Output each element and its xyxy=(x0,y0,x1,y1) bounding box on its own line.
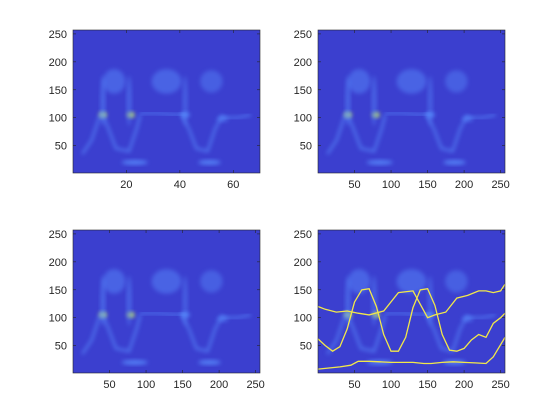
heatmap-blob xyxy=(121,160,148,165)
y-tick-label: 50 xyxy=(300,141,312,153)
y-tick-label: 250 xyxy=(294,29,312,41)
x-tick-label: 50 xyxy=(103,379,115,391)
heatmap-blob xyxy=(443,160,466,165)
heatmap-blob xyxy=(126,75,132,127)
heatmap-curve xyxy=(385,112,431,117)
x-tick-label: 200 xyxy=(455,379,473,391)
heatmap-curve xyxy=(425,114,469,153)
heatmap-blob xyxy=(347,69,371,94)
x-tick-label: 200 xyxy=(455,179,473,191)
heatmap-curve xyxy=(326,110,349,155)
x-tick-label: 60 xyxy=(227,179,239,191)
axes-top-left: 20 40 60 50 100 150 200 250 xyxy=(49,29,261,191)
overlay-line-1 xyxy=(318,336,505,370)
y-tick-label: 50 xyxy=(55,341,67,353)
heatmap-curve xyxy=(180,314,224,353)
y-tick-label: 150 xyxy=(294,85,312,97)
heatmap-curve xyxy=(425,314,469,353)
heatmap-blob xyxy=(102,269,126,294)
axes-bottom-left: 50 100 150 200 250 50 100 150 200 250 xyxy=(49,229,265,391)
y-tick-label: 150 xyxy=(49,85,67,97)
x-tick-label: 40 xyxy=(174,179,186,191)
y-tick-label: 100 xyxy=(294,113,312,125)
y-tick-label: 100 xyxy=(294,313,312,325)
heatmap-content xyxy=(318,269,505,370)
y-tick-label: 250 xyxy=(294,229,312,241)
heatmap-blob xyxy=(198,160,221,165)
axes-bottom-right: 50 100 150 200 250 50 100 150 200 250 xyxy=(294,229,510,391)
y-tick-label: 250 xyxy=(49,29,67,41)
heatmap-curve xyxy=(346,114,387,153)
heatmap-curve xyxy=(222,113,251,119)
y-tick-label: 150 xyxy=(49,285,67,297)
y-tick-label: 200 xyxy=(49,257,67,269)
heatmap-blob xyxy=(366,160,393,165)
heatmap-curve xyxy=(467,113,496,119)
x-tick-label: 250 xyxy=(491,179,509,191)
overlay-line-3 xyxy=(318,283,505,319)
heatmap-blob xyxy=(200,270,223,293)
x-tick-label: 200 xyxy=(210,379,228,391)
heatmap-curve xyxy=(140,312,186,317)
heatmap-curve xyxy=(222,313,251,319)
heatmap-blob xyxy=(445,270,468,293)
heatmap-blob xyxy=(151,69,182,94)
heatmap-blob xyxy=(121,360,148,365)
heatmap-curve xyxy=(467,313,496,319)
axes-box xyxy=(72,229,261,374)
y-tick-label: 200 xyxy=(49,57,67,69)
heatmap-blob xyxy=(445,70,468,93)
x-tick-label: 250 xyxy=(246,379,264,391)
heatmap-content xyxy=(326,69,496,165)
heatmap-blob xyxy=(371,75,377,127)
overlay-line-2 xyxy=(318,287,505,352)
x-tick-label: 50 xyxy=(348,179,360,191)
axes-box xyxy=(72,29,261,174)
y-tick-label: 150 xyxy=(294,285,312,297)
x-tick-label: 100 xyxy=(382,379,400,391)
x-tick-label: 150 xyxy=(418,379,436,391)
y-tick-label: 200 xyxy=(294,257,312,269)
axes-box xyxy=(317,29,506,174)
y-tick-label: 100 xyxy=(49,313,67,325)
axes-top-right: 50 100 150 200 250 50 100 150 200 250 xyxy=(294,29,510,191)
y-tick-label: 50 xyxy=(300,341,312,353)
x-tick-label: 50 xyxy=(348,379,360,391)
heatmap-blob xyxy=(198,360,221,365)
heatmap-blob xyxy=(347,269,371,294)
y-tick-label: 250 xyxy=(49,229,67,241)
heatmap-curve xyxy=(140,112,186,117)
y-tick-label: 200 xyxy=(294,57,312,69)
x-tick-label: 250 xyxy=(491,379,509,391)
heatmap-curve xyxy=(81,110,104,155)
y-tick-label: 50 xyxy=(55,141,67,153)
heatmap-content xyxy=(81,269,251,365)
axes-box xyxy=(317,229,506,374)
heatmap-content xyxy=(81,69,251,165)
x-tick-label: 100 xyxy=(137,379,155,391)
x-tick-label: 150 xyxy=(173,379,191,391)
heatmap-blob xyxy=(151,269,182,294)
heatmap-blob xyxy=(396,69,427,94)
x-tick-label: 150 xyxy=(418,179,436,191)
heatmap-curve xyxy=(101,314,142,353)
x-tick-label: 20 xyxy=(120,179,132,191)
heatmap-curve xyxy=(180,114,224,153)
x-tick-label: 100 xyxy=(382,179,400,191)
heatmap-blob xyxy=(396,269,427,294)
heatmap-curve xyxy=(326,310,349,355)
heatmap-blob xyxy=(200,70,223,93)
heatmap-curve xyxy=(81,310,104,355)
heatmap-blob xyxy=(102,69,126,94)
heatmap-curve xyxy=(101,114,142,153)
heatmap-blob xyxy=(126,275,132,327)
y-tick-label: 100 xyxy=(49,113,67,125)
